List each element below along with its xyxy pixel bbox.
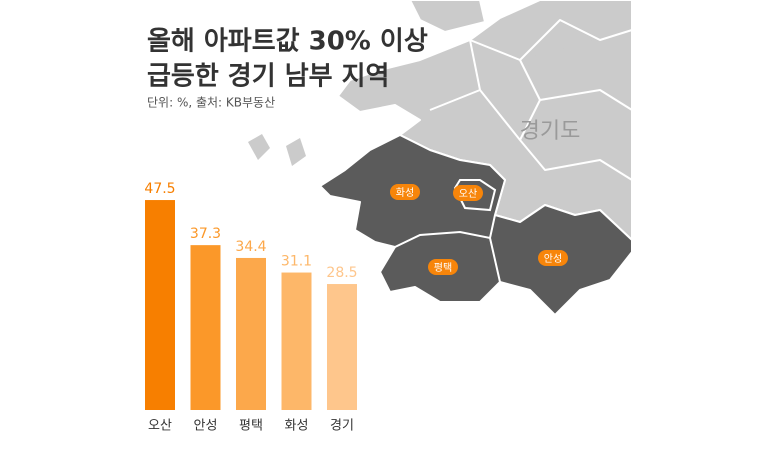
map: 경기도: [248, 0, 633, 316]
map-label-bg: [428, 259, 458, 275]
value-label: 31.1: [281, 254, 312, 270]
value-label: 47.5: [144, 181, 175, 197]
map-label: 오산: [459, 188, 477, 200]
bar: [190, 245, 221, 410]
x-tick-label: 안성: [194, 419, 218, 434]
x-tick-label: 경기: [330, 419, 354, 434]
x-tick-label: 화성: [285, 419, 309, 434]
map-label: 화성: [396, 187, 414, 199]
x-tick-label: 오산: [148, 419, 172, 434]
chart-title: 급등한 경기 남부 지역: [147, 62, 389, 92]
map-label-bg: [390, 184, 420, 200]
value-label: 28.5: [326, 265, 357, 281]
map-dark: [319, 134, 633, 316]
bar: [327, 284, 357, 410]
x-tick-label: 평택: [239, 419, 263, 434]
map-label-bg: [453, 185, 483, 201]
value-label: 34.4: [235, 239, 266, 255]
value-label: 37.3: [190, 226, 221, 242]
map-light: [429, 19, 633, 181]
map-border: [394, 179, 501, 283]
chart-subtitle: 단위: %, 출처: KB부동산: [147, 96, 275, 110]
bar: [236, 257, 266, 410]
map-label: 평택: [434, 262, 452, 274]
map-light: [409, 0, 486, 33]
map-island: [286, 138, 306, 166]
map-island: [248, 134, 270, 160]
bar: [145, 200, 175, 410]
chart-title: 올해 아파트값 30% 이상: [147, 27, 428, 57]
map-label: 안성: [544, 253, 562, 265]
map-region: 경기도: [520, 119, 581, 144]
bar: [281, 272, 312, 410]
map-label-bg: [538, 250, 568, 266]
